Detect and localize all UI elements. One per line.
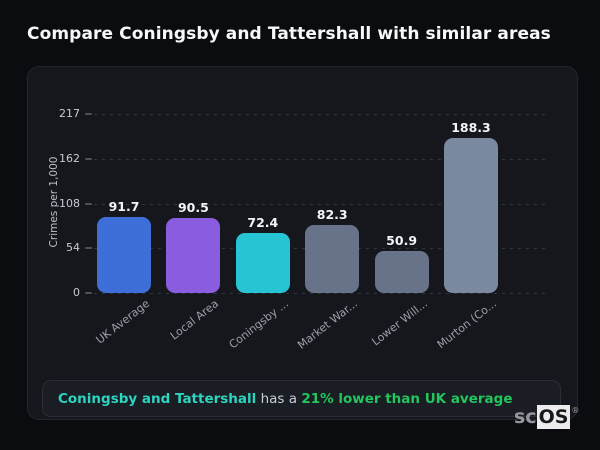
annotation-connector-text: has a: [256, 390, 302, 407]
grid-line: [94, 114, 546, 115]
annotation-stat-text: 21% lower than UK average: [301, 390, 513, 407]
bar[interactable]: [444, 137, 498, 293]
logo-prefix: sc: [514, 406, 537, 428]
logo-suffix: OS: [536, 405, 571, 429]
bar-value-label: 50.9: [386, 233, 418, 248]
y-axis-tick-mark: [85, 202, 92, 205]
y-axis-tick-mark: [85, 292, 92, 294]
bar-value-label: 188.3: [451, 119, 491, 135]
plot-area: Crimes per 1,000 0 54 108 162 217 91.7 UK Aver…: [28, 67, 577, 419]
bar[interactable]: [97, 217, 151, 293]
bar-value-label: 90.5: [177, 200, 209, 216]
y-axis-tick-label: 217: [59, 107, 80, 120]
chart-card: Crimes per 1,000 0 54 108 162 217 91.7 UK Aver…: [27, 66, 578, 420]
bar-value-label: 91.7: [108, 199, 140, 215]
registered-trademark-icon: ®: [571, 406, 580, 415]
summary-annotation: Coningsby and Tattershall has a 21% lowe…: [42, 380, 561, 417]
scos-logo: sc OS ®: [514, 405, 579, 429]
grid-line: [94, 159, 546, 161]
bar[interactable]: [374, 251, 429, 293]
page-title: Compare Coningsby and Tattershall with s…: [27, 24, 551, 44]
bar[interactable]: [235, 233, 290, 293]
grid-line: [94, 293, 546, 294]
y-axis-tick-mark: [85, 113, 92, 115]
bar[interactable]: [166, 218, 221, 293]
y-axis-tick-mark: [85, 158, 92, 161]
y-axis-tick-label: 0: [73, 286, 80, 299]
bar-value-label: 82.3: [316, 207, 348, 223]
bar-value-label: 72.4: [247, 215, 279, 231]
annotation-area-name: Coningsby and Tattershall: [58, 390, 257, 407]
bar[interactable]: [305, 225, 360, 293]
y-axis-tick-label: 162: [59, 152, 80, 166]
y-axis-tick-label: 54: [66, 241, 80, 255]
y-axis-tick-label: 108: [59, 196, 80, 210]
y-axis-tick-mark: [85, 247, 92, 250]
grid-line: [94, 203, 546, 205]
